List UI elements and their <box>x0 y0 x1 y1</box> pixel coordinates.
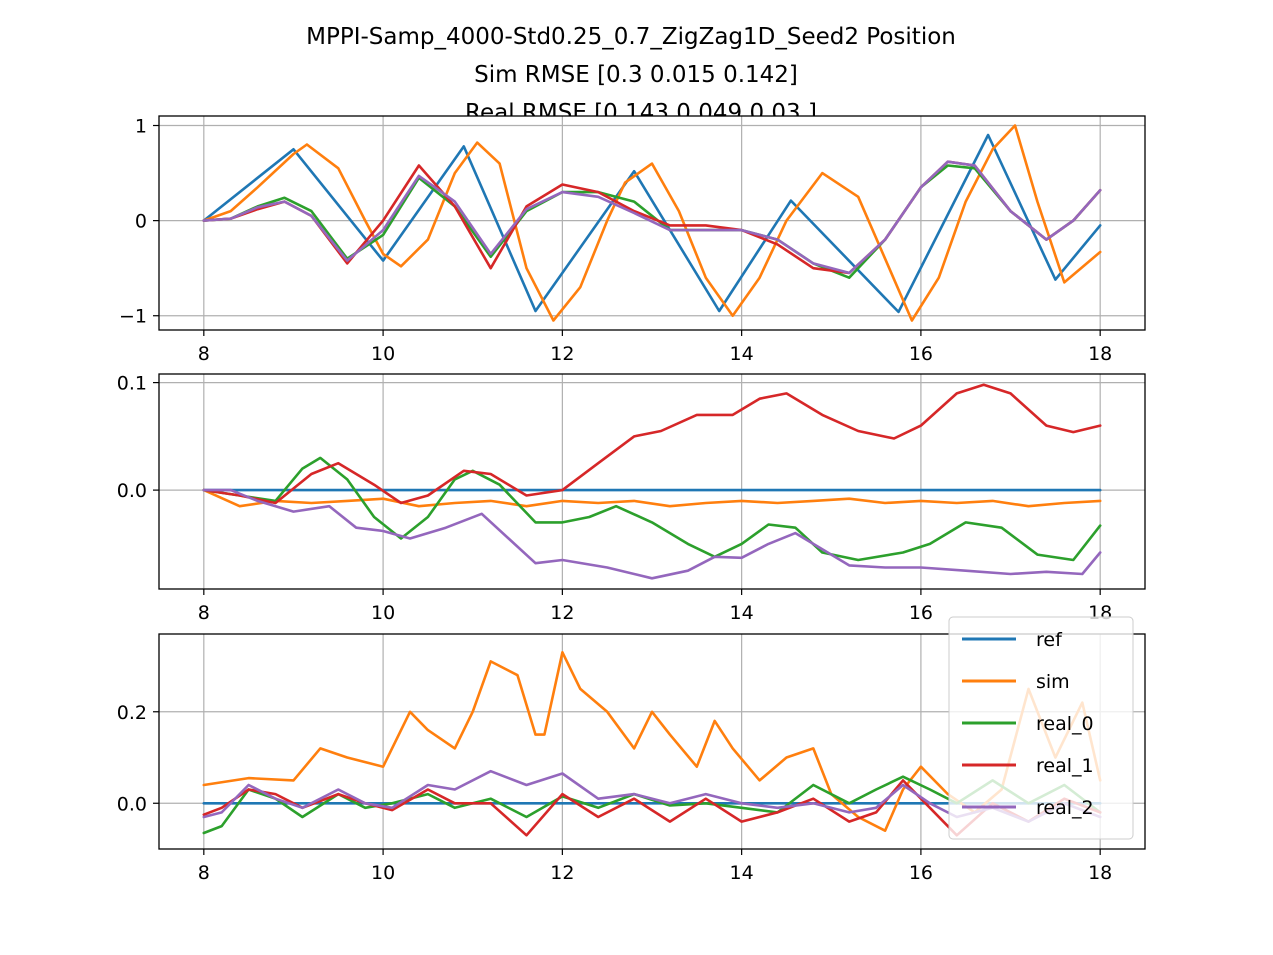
legend-label-real-0: real_0 <box>1036 713 1094 735</box>
axes-frame <box>158 373 1146 590</box>
series-line-real-1 <box>202 383 1102 505</box>
legend-entry-real-1: real_1 <box>962 755 1094 777</box>
subplot-position-x: 8 10 12 14 16 18 −1 0 1 <box>119 115 1146 365</box>
axes-frame <box>158 633 1146 850</box>
legend-entry-real-0: real_0 <box>962 713 1094 735</box>
x-tick-label: 12 <box>550 343 574 365</box>
x-tick-label: 10 <box>371 862 395 884</box>
x-tick-label: 16 <box>909 862 933 884</box>
legend-label-real-2: real_2 <box>1036 797 1094 819</box>
figure-title-line-2: Sim RMSE [0.3 0.015 0.142] <box>474 62 798 88</box>
x-tick-label: 10 <box>371 343 395 365</box>
legend-entry-real-2: real_2 <box>962 797 1094 819</box>
x-tick-label: 16 <box>909 602 933 624</box>
x-tick-label: 16 <box>909 343 933 365</box>
y-tick-label: 0.1 <box>117 373 147 395</box>
legend-label-ref: ref <box>1036 629 1063 651</box>
series-line-sim <box>202 650 1102 833</box>
y-tick-label: 0.0 <box>117 480 147 502</box>
x-tick-label: 18 <box>1088 862 1112 884</box>
x-tick-label: 8 <box>198 343 210 365</box>
plot-area <box>159 116 1145 330</box>
y-tick-label: 0 <box>135 211 147 233</box>
plot-area <box>159 374 1145 589</box>
x-tick-label: 14 <box>730 602 754 624</box>
series-line-real-2 <box>202 769 1102 823</box>
y-tick-label: 0.2 <box>117 702 147 724</box>
subplot-position-y: 8 10 12 14 16 180.00.1 <box>117 373 1146 624</box>
x-tick-label: 10 <box>371 602 395 624</box>
series-line-real-2 <box>202 488 1102 580</box>
series-line-sim <box>202 124 1102 322</box>
legend-label-sim: sim <box>1036 671 1070 693</box>
series-line-real-0 <box>202 164 1102 280</box>
x-tick-label: 18 <box>1088 343 1112 365</box>
x-tick-label: 14 <box>730 343 754 365</box>
axes-frame <box>158 115 1146 331</box>
legend-box <box>948 616 1134 840</box>
x-tick-label: 8 <box>198 862 210 884</box>
x-tick-label: 14 <box>730 862 754 884</box>
series-line-real-1 <box>202 779 1102 837</box>
x-tick-label: 8 <box>198 602 210 624</box>
legend-entry-sim: sim <box>962 671 1070 693</box>
y-tick-label: 1 <box>135 116 147 138</box>
legend: ref sim real_0 real_1 real_2 <box>948 616 1134 840</box>
series-line-sim <box>202 488 1102 508</box>
legend-label-real-1: real_1 <box>1036 755 1094 777</box>
series-line-real-0 <box>202 456 1102 562</box>
series-line-real-2 <box>202 160 1102 275</box>
y-tick-label: 0.0 <box>117 793 147 815</box>
figure-title-line-1: MPPI-Samp_4000-Std0.25_0.7_ZigZag1D_Seed… <box>306 24 956 50</box>
x-tick-label: 12 <box>550 602 574 624</box>
legend-entry-ref: ref <box>962 629 1063 651</box>
x-tick-label: 12 <box>550 862 574 884</box>
y-tick-label: −1 <box>119 306 147 328</box>
